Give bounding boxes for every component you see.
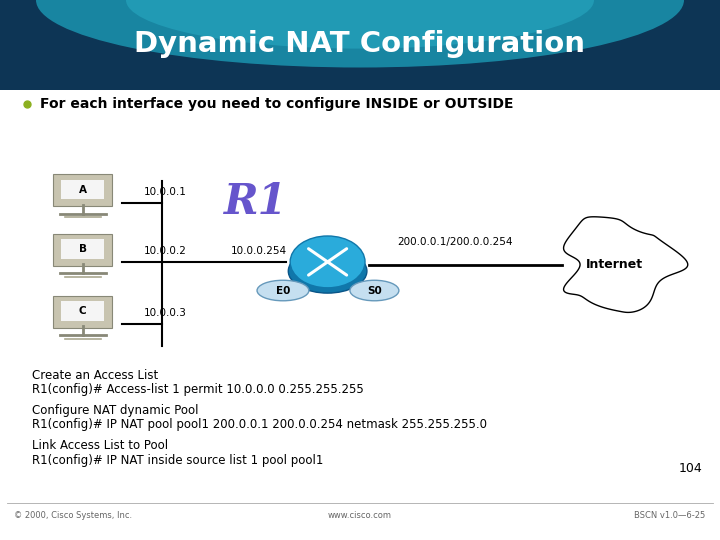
Text: © 2000, Cisco Systems, Inc.: © 2000, Cisco Systems, Inc. (14, 511, 132, 520)
Text: R1(config)# Access-list 1 permit 10.0.0.0 0.255.255.255: R1(config)# Access-list 1 permit 10.0.0.… (32, 383, 364, 396)
Text: 10.0.0.3: 10.0.0.3 (144, 308, 187, 318)
Ellipse shape (290, 236, 365, 288)
Ellipse shape (288, 249, 367, 293)
Text: A: A (78, 185, 87, 194)
Ellipse shape (257, 280, 309, 301)
Text: S0: S0 (367, 286, 382, 295)
Polygon shape (564, 217, 688, 313)
Text: BSCN v1.0—6-25: BSCN v1.0—6-25 (634, 511, 706, 520)
Text: E0: E0 (276, 286, 290, 295)
FancyBboxPatch shape (0, 0, 720, 90)
Text: R1(config)# IP NAT pool pool1 200.0.0.1 200.0.0.254 netmask 255.255.255.0: R1(config)# IP NAT pool pool1 200.0.0.1 … (32, 418, 487, 431)
Text: 10.0.0.254: 10.0.0.254 (231, 246, 287, 256)
FancyBboxPatch shape (61, 301, 104, 321)
FancyBboxPatch shape (61, 180, 104, 199)
Text: 10.0.0.2: 10.0.0.2 (144, 246, 187, 256)
Text: Configure NAT dynamic Pool: Configure NAT dynamic Pool (32, 404, 199, 417)
Text: 200.0.0.1/200.0.0.254: 200.0.0.1/200.0.0.254 (397, 237, 513, 247)
FancyBboxPatch shape (53, 234, 112, 266)
Text: C: C (79, 306, 86, 316)
Text: Dynamic NAT Configuration: Dynamic NAT Configuration (135, 30, 585, 58)
Text: www.cisco.com: www.cisco.com (328, 511, 392, 520)
Text: 10.0.0.1: 10.0.0.1 (144, 187, 187, 197)
Text: For each interface you need to configure INSIDE or OUTSIDE: For each interface you need to configure… (40, 97, 513, 111)
Ellipse shape (36, 0, 684, 68)
FancyBboxPatch shape (53, 296, 112, 328)
Ellipse shape (126, 0, 594, 49)
FancyBboxPatch shape (61, 239, 104, 259)
FancyBboxPatch shape (53, 174, 112, 206)
Text: R1(config)# IP NAT inside source list 1 pool pool1: R1(config)# IP NAT inside source list 1 … (32, 454, 324, 467)
Text: Link Access List to Pool: Link Access List to Pool (32, 439, 168, 452)
Text: Internet: Internet (585, 258, 643, 271)
Text: 104: 104 (678, 462, 702, 475)
Text: Create an Access List: Create an Access List (32, 369, 158, 382)
Text: B: B (78, 244, 87, 254)
Ellipse shape (350, 280, 399, 301)
Text: R1: R1 (224, 181, 287, 224)
